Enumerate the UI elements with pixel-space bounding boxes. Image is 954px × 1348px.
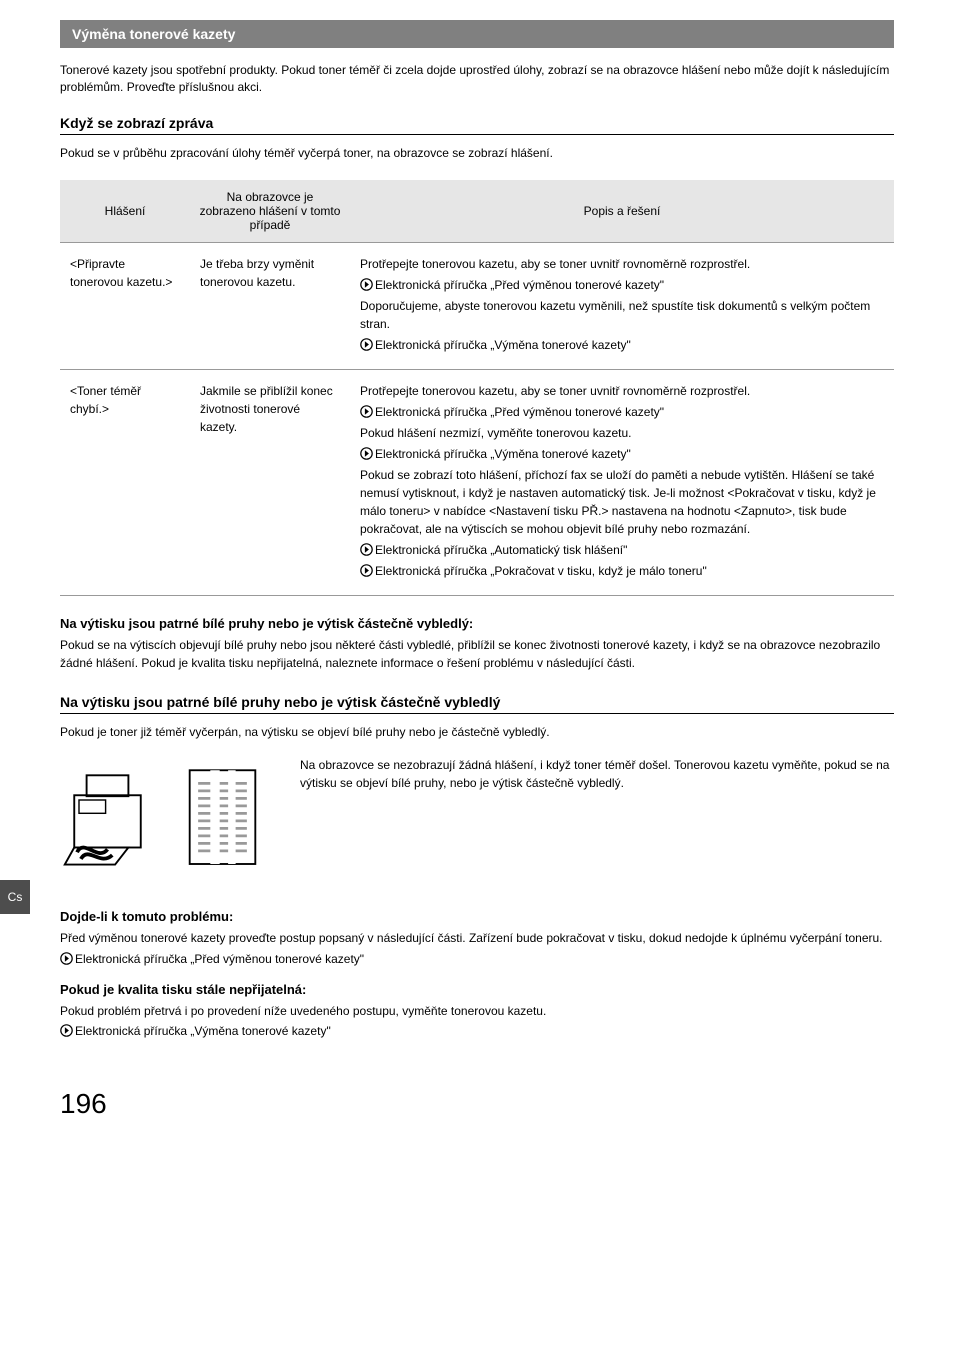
ref-text: Elektronická příručka „Před výměnou tone… — [375, 405, 664, 419]
arrow-icon — [360, 543, 373, 556]
heading1-text: Pokud se v průběhu zpracování úlohy témě… — [60, 145, 894, 162]
heading2-text: Pokud je toner již téměř vyčerpán, na vý… — [60, 724, 894, 741]
sub-still-bad: Pokud je kvalita tisku stále nepřijateln… — [60, 982, 894, 997]
table-row: <Toner téměř chybí.> Jakmile se přiblíži… — [60, 370, 894, 596]
desc-text: Protřepejte tonerovou kazetu, aby se ton… — [360, 382, 884, 400]
ref-text: Elektronická příručka „Výměna tonerové k… — [75, 1024, 331, 1038]
document-icon — [185, 759, 260, 879]
language-tab: Cs — [0, 880, 30, 914]
sub2-text: Pokud se na výtiscích objevují bílé pruh… — [60, 637, 894, 672]
arrow-icon — [60, 1024, 73, 1037]
cell-msg1: <Připravte tonerovou kazetu.> — [60, 243, 190, 370]
heading-when-message: Když se zobrazí zpráva — [60, 115, 894, 135]
illustration-caption: Na obrazovce se nezobrazují žádná hlášen… — [300, 757, 894, 792]
ref-text: Elektronická příručka „Pokračovat v tisk… — [375, 564, 707, 578]
cell-when1: Je třeba brzy vyměnit tonerovou kazetu. — [190, 243, 350, 370]
th-message: Hlášení — [60, 180, 190, 243]
ref-text: Elektronická příručka „Automatický tisk … — [375, 543, 627, 557]
illustration-row: Na obrazovce se nezobrazují žádná hlášen… — [60, 759, 894, 879]
sub-if-problem: Dojde-li k tomuto problému: — [60, 909, 894, 924]
arrow-icon — [360, 278, 373, 291]
desc-text: Protřepejte tonerovou kazetu, aby se ton… — [360, 255, 884, 273]
ref-text: Elektronická příručka „Před výměnou tone… — [375, 278, 664, 292]
desc-text: Pokud hlášení nezmizí, vyměňte tonerovou… — [360, 424, 884, 442]
section-header: Výměna tonerové kazety — [60, 20, 894, 48]
arrow-icon — [360, 564, 373, 577]
sub-streaks-q: Na výtisku jsou patrné bílé pruhy nebo j… — [60, 616, 894, 631]
intro-text: Tonerové kazety jsou spotřební produkty.… — [60, 62, 894, 97]
th-when: Na obrazovce je zobrazeno hlášení v tomt… — [190, 180, 350, 243]
arrow-icon — [360, 447, 373, 460]
ref-text: Elektronická příručka „Před výměnou tone… — [75, 952, 364, 966]
page-number: 196 — [60, 1088, 894, 1120]
th-desc: Popis a řešení — [350, 180, 894, 243]
desc-text: Pokud se zobrazí toto hlášení, příchozí … — [360, 466, 884, 538]
arrow-icon — [60, 952, 73, 965]
messages-table: Hlášení Na obrazovce je zobrazeno hlášen… — [60, 180, 894, 596]
arrow-icon — [360, 405, 373, 418]
desc-text: Doporučujeme, abyste tonerovou kazetu vy… — [360, 297, 884, 333]
cell-desc1: Protřepejte tonerovou kazetu, aby se ton… — [350, 243, 894, 370]
ref-text: Elektronická příručka „Výměna tonerové k… — [375, 338, 631, 352]
heading-streaks: Na výtisku jsou patrné bílé pruhy nebo j… — [60, 694, 894, 714]
cell-when2: Jakmile se přiblížil konec životnosti to… — [190, 370, 350, 596]
arrow-icon — [360, 338, 373, 351]
ref-text: Elektronická příručka „Výměna tonerové k… — [375, 447, 631, 461]
sub3-text: Před výměnou tonerové kazety proveďte po… — [60, 930, 894, 947]
printer-icon — [60, 759, 155, 879]
cell-msg2: <Toner téměř chybí.> — [60, 370, 190, 596]
table-row: <Připravte tonerovou kazetu.> Je třeba b… — [60, 243, 894, 370]
sub4-text: Pokud problém přetrvá i po provedení níž… — [60, 1003, 894, 1020]
cell-desc2: Protřepejte tonerovou kazetu, aby se ton… — [350, 370, 894, 596]
